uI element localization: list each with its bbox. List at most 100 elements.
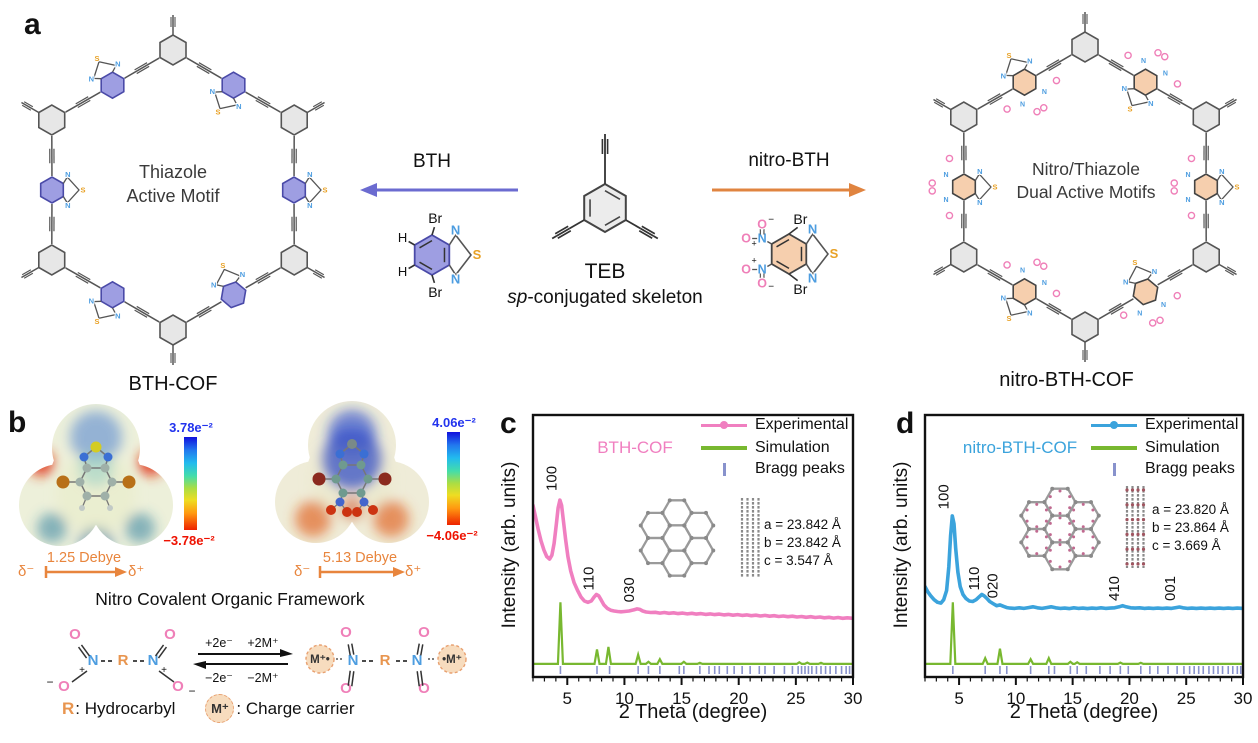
simulation-curve — [925, 602, 1243, 665]
experimental-line-icon — [1090, 418, 1138, 432]
svg-text:N: N — [1001, 293, 1006, 302]
svg-text:N: N — [65, 170, 70, 179]
nitro-bth-cof-motif-line2: Dual Active Motifs — [1016, 182, 1156, 202]
teb-structure — [551, 134, 659, 240]
chart-c-xlabel: 2 Theta (degree) — [618, 701, 768, 723]
svg-text:S: S — [992, 183, 997, 192]
svg-text:20: 20 — [729, 689, 748, 708]
esp-right-colorbar-min: −4.06e⁻² — [426, 528, 478, 543]
svg-text:30: 30 — [1234, 689, 1253, 708]
reaction-legend: R : Hydrocarbyl M⁺ : Charge carrier — [62, 694, 355, 723]
chart-c-lattice-params: a = 23.842 Å b = 23.842 Å c = 3.547 Å — [764, 516, 841, 570]
svg-text:O: O — [741, 263, 751, 277]
esp-right-colorbar — [447, 432, 460, 525]
svg-text:25: 25 — [1177, 689, 1196, 708]
esp-right-colorbar-max: 4.06e⁻² — [432, 415, 476, 430]
svg-text:N: N — [89, 75, 94, 84]
svg-text:N: N — [115, 59, 120, 68]
chart-c-legend-label-experimental: Experimental — [755, 416, 849, 433]
chart-d-legend-bragg: Bragg peaks — [1090, 460, 1246, 478]
svg-text:−2M⁺: −2M⁺ — [247, 671, 278, 685]
svg-text:S: S — [220, 261, 225, 270]
svg-text:N: N — [89, 296, 94, 305]
svg-text:S: S — [1234, 183, 1239, 192]
chart-c-legend-experimental: Experimental — [700, 416, 856, 434]
xrd-plot-bth-cof: 5 10 15 20 25 30 100 110 030 — [531, 413, 863, 708]
svg-text:Br: Br — [428, 284, 442, 300]
svg-text:+: + — [161, 665, 167, 676]
experimental-curve — [533, 498, 853, 621]
lattice-b: b = 23.842 Å — [764, 535, 841, 550]
svg-text:10: 10 — [1006, 689, 1025, 708]
teb-subtitle-italic: sp — [507, 287, 528, 308]
chart-d-legend-simulation: Simulation — [1090, 439, 1246, 457]
chart-c-legend-label-simulation: Simulation — [755, 439, 830, 456]
simulation-line-icon — [1090, 441, 1138, 455]
nitro-bth-cof-center-text: Nitro/Thiazole Dual Active Motifs — [998, 158, 1174, 204]
svg-text:5: 5 — [954, 689, 963, 708]
xrd-chart-nitro-bth-cof: 5 10 15 20 25 30 100 110 020 410 001 d nitro-BTH-C… — [860, 398, 1258, 743]
svg-text:S: S — [1132, 258, 1137, 267]
bth-arrow-label: BTH — [413, 151, 451, 172]
nitro-bth-cof-motif-line1: Nitro/Thiazole — [1032, 159, 1140, 179]
svg-text:N: N — [451, 271, 460, 286]
svg-text:N: N — [1219, 167, 1224, 176]
svg-text:N: N — [210, 87, 215, 96]
svg-text:30: 30 — [844, 689, 863, 708]
experimental-line-icon — [700, 418, 748, 432]
svg-text:−2e⁻: −2e⁻ — [205, 671, 233, 685]
svg-text:R: R — [380, 652, 391, 669]
plot-area — [533, 498, 853, 674]
svg-text:N: N — [1163, 70, 1168, 77]
chart-d-legend-experimental: Experimental — [1090, 416, 1246, 434]
svg-text:Br: Br — [793, 211, 807, 227]
svg-text:S: S — [473, 247, 482, 262]
xrd-plot-nitro-bth-cof: 5 10 15 20 25 30 100 110 020 410 001 — [923, 413, 1253, 708]
svg-text:100: 100 — [935, 484, 952, 509]
chart-d-legend-label-experimental: Experimental — [1145, 416, 1239, 433]
bragg-tick-icon — [700, 462, 748, 476]
svg-text:O: O — [69, 626, 81, 643]
svg-text:001: 001 — [1162, 576, 1179, 601]
lattice-a: a = 23.820 Å — [1152, 502, 1229, 517]
chart-c-title: BTH-COF — [597, 438, 673, 457]
svg-text:R: R — [118, 652, 129, 669]
chart-d-title: nitro-BTH-COF — [962, 438, 1078, 457]
svg-text:N: N — [943, 197, 948, 204]
cof-pore-model-inset — [1019, 486, 1101, 572]
svg-text:H: H — [398, 264, 407, 279]
esp-map-right — [275, 401, 429, 543]
svg-text:−: − — [768, 282, 774, 293]
cof-stacking-model-inset — [1125, 486, 1146, 568]
svg-text:N: N — [1185, 172, 1190, 179]
teb-subtitle: sp-conjugated skeleton — [490, 287, 720, 309]
esp-left-delta-neg: δ⁻ — [18, 563, 35, 580]
nitro-bth-cof-structure: N S N N N N S N N N N S N N N N S N N N N S N N N N S N N N — [928, 12, 1241, 362]
svg-text:N: N — [1020, 102, 1025, 109]
chart-c-legend-simulation: Simulation — [700, 439, 856, 457]
chart-d-legend-label-simulation: Simulation — [1145, 439, 1220, 456]
svg-text:N: N — [1042, 89, 1047, 96]
svg-text:Br: Br — [428, 210, 442, 226]
svg-text:N: N — [348, 652, 359, 669]
svg-text:25: 25 — [786, 689, 805, 708]
chart-c-legend-bragg: Bragg peaks — [700, 460, 856, 478]
bth-monomer: NSN Br Br H H — [397, 209, 483, 301]
svg-text:N: N — [1148, 99, 1153, 108]
chart-d-ylabel: Intensity (arb. units) — [891, 461, 912, 629]
svg-text:O: O — [757, 218, 767, 232]
svg-text:S: S — [94, 54, 99, 63]
svg-text:N: N — [1141, 58, 1146, 65]
dipole-arrow — [318, 566, 405, 578]
svg-text:15: 15 — [672, 689, 691, 708]
svg-text:N: N — [240, 270, 245, 279]
chart-c-legend-label-bragg: Bragg peaks — [755, 460, 845, 477]
svg-text:S: S — [94, 317, 99, 326]
svg-text:O: O — [418, 624, 430, 641]
svg-text:N: N — [977, 198, 982, 207]
panel-a-letter: a — [24, 8, 41, 41]
svg-text:N: N — [1027, 309, 1032, 318]
svg-text:N: N — [211, 281, 216, 290]
